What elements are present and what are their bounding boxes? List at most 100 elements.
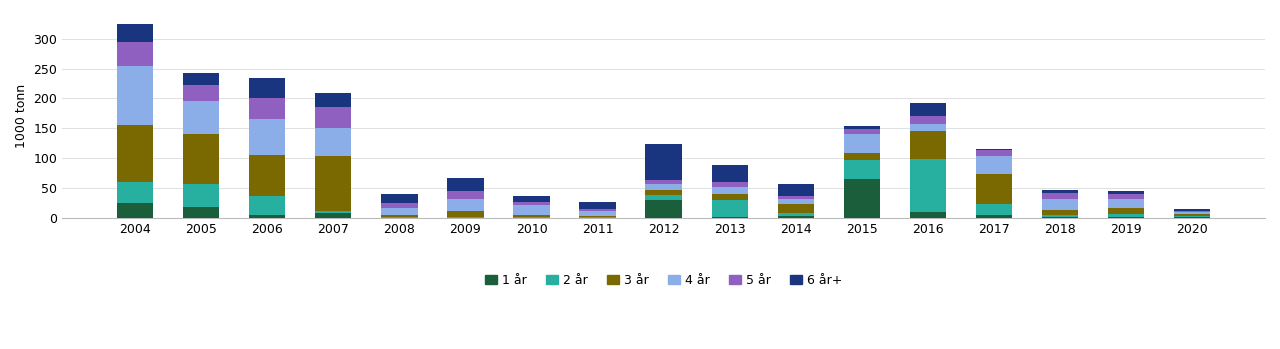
Bar [513, 196, 549, 202]
Bar [580, 216, 616, 217]
Bar [712, 165, 748, 182]
Bar [778, 213, 814, 216]
Bar [1042, 193, 1078, 199]
Bar [580, 202, 616, 209]
Bar [1108, 216, 1144, 218]
Bar [250, 155, 285, 196]
Bar [116, 203, 154, 218]
Bar [1174, 214, 1211, 216]
Bar [778, 204, 814, 213]
Bar [513, 215, 549, 216]
Bar [315, 92, 352, 107]
Bar [1174, 209, 1211, 210]
Bar [778, 184, 814, 196]
Bar [1042, 199, 1078, 210]
Bar [447, 199, 484, 210]
Legend: 1 år, 2 år, 3 år, 4 år, 5 år, 6 år+: 1 år, 2 år, 3 år, 4 år, 5 år, 6 år+ [480, 268, 847, 291]
Bar [447, 216, 484, 218]
Bar [116, 66, 154, 125]
Bar [778, 196, 814, 199]
Bar [1174, 217, 1211, 218]
Bar [645, 144, 682, 179]
Bar [910, 131, 946, 159]
Bar [975, 150, 1012, 156]
Bar [1108, 214, 1144, 216]
Bar [1174, 210, 1211, 212]
Bar [381, 215, 417, 216]
Bar [513, 216, 549, 218]
Bar [645, 184, 682, 190]
Bar [910, 212, 946, 218]
Bar [250, 196, 285, 215]
Bar [778, 199, 814, 204]
Bar [645, 195, 682, 200]
Bar [183, 184, 219, 207]
Bar [580, 211, 616, 216]
Bar [183, 85, 219, 101]
Bar [910, 124, 946, 131]
Bar [844, 129, 881, 134]
Bar [116, 125, 154, 182]
Bar [513, 205, 549, 215]
Bar [844, 126, 881, 129]
Bar [580, 217, 616, 218]
Bar [1042, 210, 1078, 215]
Bar [1174, 212, 1211, 214]
Bar [975, 174, 1012, 204]
Bar [1042, 190, 1078, 193]
Bar [381, 194, 417, 203]
Bar [844, 153, 881, 160]
Bar [513, 202, 549, 205]
Bar [315, 107, 352, 128]
Bar [381, 216, 417, 218]
Bar [381, 203, 417, 208]
Bar [778, 216, 814, 218]
Bar [315, 128, 352, 156]
Bar [1108, 199, 1144, 208]
Bar [712, 200, 748, 216]
Bar [712, 187, 748, 194]
Bar [315, 211, 352, 213]
Bar [447, 178, 484, 192]
Bar [1042, 216, 1078, 218]
Bar [712, 194, 748, 200]
Bar [1108, 208, 1144, 214]
Bar [381, 208, 417, 215]
Bar [447, 192, 484, 199]
Bar [315, 213, 352, 218]
Bar [1174, 216, 1211, 217]
Bar [183, 134, 219, 184]
Bar [1042, 215, 1078, 216]
Bar [975, 204, 1012, 215]
Bar [975, 149, 1012, 150]
Bar [447, 210, 484, 216]
Bar [844, 160, 881, 179]
Bar [116, 42, 154, 66]
Y-axis label: 1000 tonn: 1000 tonn [15, 84, 28, 148]
Bar [910, 159, 946, 212]
Bar [183, 73, 219, 85]
Bar [712, 182, 748, 187]
Bar [975, 215, 1012, 218]
Bar [183, 101, 219, 134]
Bar [580, 209, 616, 211]
Bar [645, 200, 682, 218]
Bar [250, 77, 285, 98]
Bar [1108, 194, 1144, 199]
Bar [844, 179, 881, 218]
Bar [250, 215, 285, 218]
Bar [645, 179, 682, 184]
Bar [250, 98, 285, 119]
Bar [1108, 192, 1144, 194]
Bar [645, 190, 682, 195]
Bar [116, 182, 154, 203]
Bar [183, 207, 219, 218]
Bar [844, 134, 881, 153]
Bar [116, 24, 154, 42]
Bar [315, 156, 352, 211]
Bar [910, 116, 946, 124]
Bar [910, 103, 946, 116]
Bar [250, 119, 285, 155]
Bar [712, 216, 748, 218]
Bar [975, 156, 1012, 174]
